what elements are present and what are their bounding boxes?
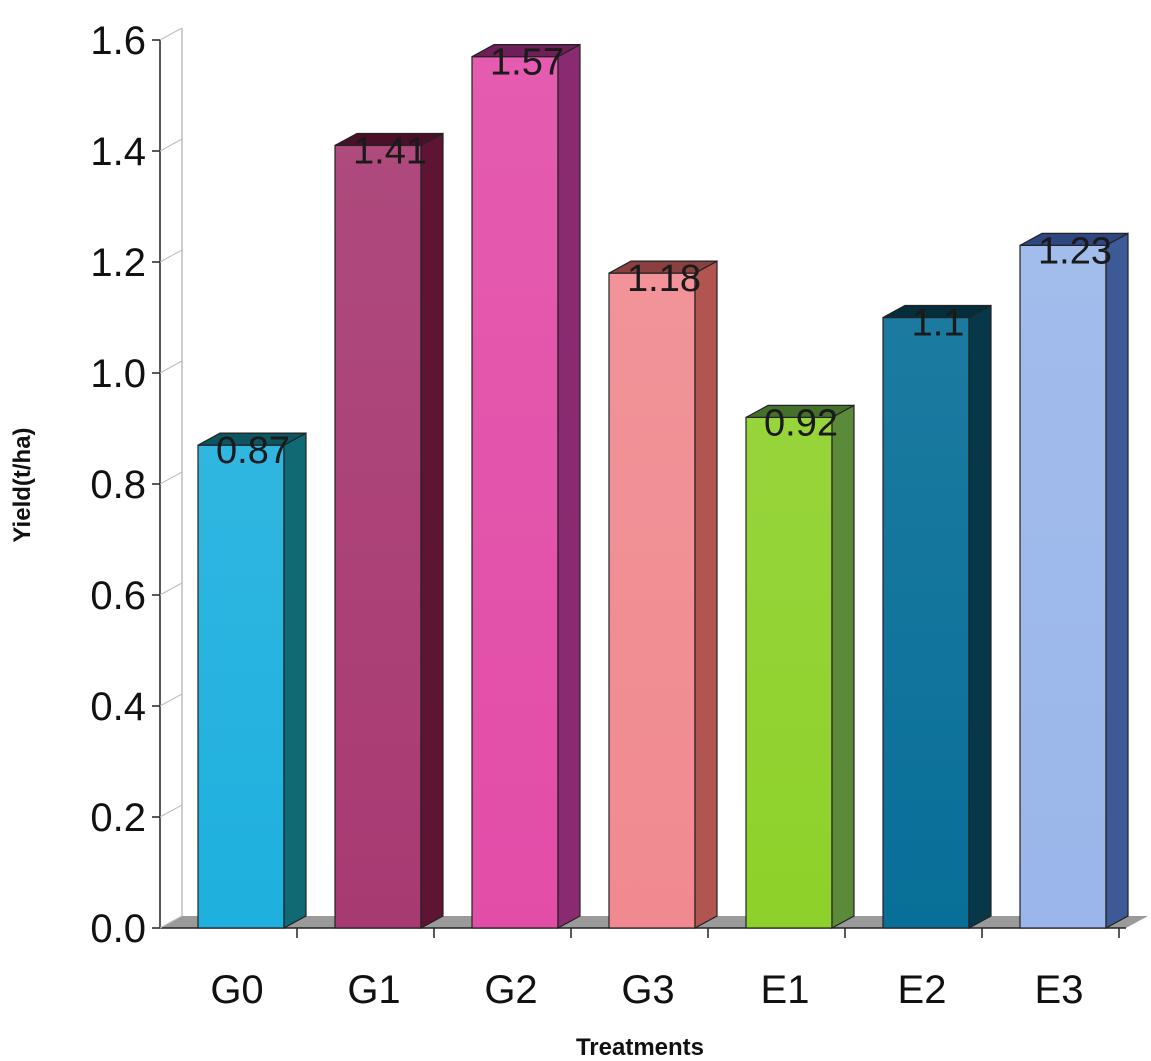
x-tick-label-g1: G1 (347, 968, 400, 1012)
bar-g1 (334, 132, 444, 930)
y-tick-label: 0.2 (90, 796, 146, 840)
y-tick-depth (159, 804, 183, 818)
x-tick-label-e1: E1 (761, 968, 810, 1012)
y-tick-depth (159, 471, 183, 485)
y-tick-depth (159, 27, 183, 41)
y-tick-label: 1.4 (90, 130, 146, 174)
x-tick-label-e2: E2 (898, 968, 947, 1012)
bar-side (557, 43, 581, 930)
x-axis-title: Treatments (576, 1034, 704, 1061)
y-axis-title: Yield(t/ha) (9, 427, 36, 542)
data-label-e3: 1.23 (1038, 230, 1112, 272)
bar-e3 (1019, 232, 1129, 930)
y-tick-depth (159, 249, 183, 263)
bar-top (1019, 232, 1129, 246)
y-tick-depth (159, 360, 183, 374)
y-tick-label: 1.0 (90, 352, 146, 396)
bar-top (471, 44, 581, 58)
bar-side (1105, 232, 1129, 930)
data-label-e1: 0.92 (764, 402, 838, 444)
bar-front (882, 316, 970, 929)
bar-side (694, 260, 718, 930)
bar-e1 (745, 404, 855, 930)
bar-top (608, 260, 718, 274)
bar-front (197, 444, 285, 929)
data-label-g1: 1.41 (353, 130, 427, 172)
bar-side (968, 304, 992, 930)
x-tick-label-e3: E3 (1035, 968, 1084, 1012)
bar-front (471, 56, 559, 929)
bar-top (882, 304, 992, 319)
bar-e2 (882, 304, 992, 930)
y-tick-label: 0.8 (90, 463, 146, 507)
bar-top (197, 432, 307, 446)
bar-front (745, 416, 833, 929)
bar-front (1019, 244, 1107, 929)
y-tick-label: 1.2 (90, 241, 146, 285)
bar-front (608, 272, 696, 929)
y-tick-depth (159, 582, 183, 596)
bar-g2 (471, 43, 581, 930)
bar-side (831, 404, 855, 930)
data-label-g3: 1.18 (627, 258, 701, 300)
bar-g0 (197, 432, 307, 930)
x-tick-label-g3: G3 (621, 968, 674, 1012)
bar-g3 (608, 260, 718, 930)
bar-side (283, 432, 307, 930)
x-tick-label-g2: G2 (484, 968, 537, 1012)
y-tick-depth (159, 915, 183, 929)
data-label-e2: 1.1 (912, 303, 965, 345)
y-tick-label: 0.0 (90, 907, 146, 951)
data-label-g2: 1.57 (490, 42, 564, 84)
y-tick-label: 0.4 (90, 685, 146, 729)
bar-side (420, 132, 444, 930)
bar-top (334, 132, 444, 147)
x-tick-label-g0: G0 (210, 968, 263, 1012)
data-label-g0: 0.87 (216, 430, 290, 472)
bar-front (334, 144, 422, 929)
y-tick-depth (159, 693, 183, 707)
y-tick-label: 0.6 (90, 574, 146, 618)
y-tick-label: 1.6 (90, 19, 146, 63)
y-tick-depth (159, 138, 183, 152)
bar-top (745, 404, 855, 418)
